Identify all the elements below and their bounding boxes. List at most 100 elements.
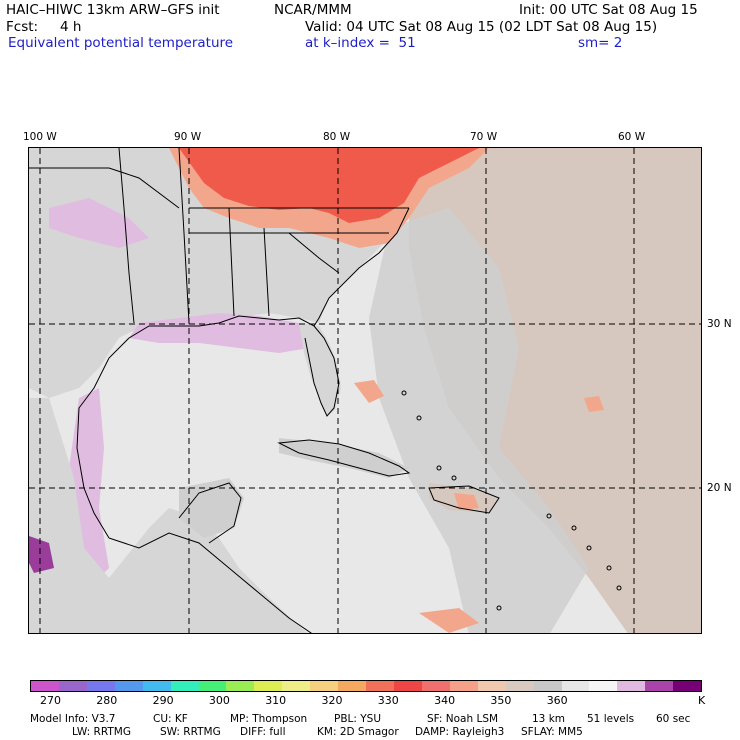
timestep-info: 60 sec — [656, 713, 691, 725]
lat-label-20n: 20 N — [707, 482, 732, 494]
colorbar-tick-label: 330 — [377, 694, 399, 707]
hispaniola-salmon — [454, 493, 479, 510]
lon-label-100w: 100 W — [23, 131, 57, 143]
sf-info: SF: Noah LSM — [427, 713, 499, 725]
colorbar-tick-label: 300 — [208, 694, 230, 707]
colorbar-segment — [449, 681, 478, 691]
state-border-8 — [288, 232, 340, 274]
colorbar-segment — [338, 681, 367, 691]
colorbar-tick-label: 350 — [490, 694, 512, 707]
diff-info: DIFF: full — [240, 726, 286, 738]
atlantic-salmon-patch-3 — [419, 608, 479, 633]
lat-label-30n: 30 N — [707, 318, 732, 330]
pbl-info: PBL: YSU — [334, 713, 382, 725]
mexico-purple-spot — [29, 536, 54, 573]
map-panel — [28, 147, 702, 634]
levels-info: 51 levels — [587, 713, 635, 725]
state-border-3 — [178, 148, 190, 324]
colorbar-tick-label: 280 — [96, 694, 118, 707]
florida-land — [299, 323, 341, 416]
island-outline — [451, 475, 457, 481]
colorbar-segment — [254, 681, 283, 691]
fcst-label: Fcst: — [6, 19, 39, 35]
colorbar-segment — [282, 681, 311, 691]
colorbar — [30, 680, 702, 692]
colorbar-segment — [226, 681, 255, 691]
km-info: KM: 2D Smagor — [317, 726, 399, 738]
atlantic-salmon-patch-1 — [354, 380, 384, 403]
island-outline — [436, 465, 442, 471]
island-outline — [401, 390, 407, 396]
lon-label-60w: 60 W — [618, 131, 646, 143]
gulf-coast-lavender — [129, 313, 319, 353]
cuba-patch — [279, 438, 409, 478]
gulf-coastline — [76, 207, 410, 539]
org-label: NCAR/MMM — [274, 2, 352, 18]
state-border-5 — [263, 227, 270, 317]
island-outline — [606, 565, 612, 571]
yucatan-land — [179, 478, 244, 538]
colorbar-tick-label: 320 — [321, 694, 343, 707]
model-info: Model Info: V3.7 — [30, 713, 116, 725]
field-name: Equivalent potential temperature — [8, 35, 234, 51]
init-time: Init: 00 UTC Sat 08 Aug 15 — [519, 2, 698, 18]
graticule — [29, 148, 701, 633]
state-border-1 — [29, 167, 180, 209]
state-border-4 — [228, 207, 235, 317]
colorbar-segment — [645, 681, 674, 691]
island-outline — [496, 605, 502, 611]
colorbar-segment — [505, 681, 534, 691]
colorbar-segment — [170, 681, 199, 691]
state-border-2 — [118, 148, 135, 324]
resolution-info: 13 km — [532, 713, 566, 725]
colorbar-segment — [114, 681, 143, 691]
island-outlines — [401, 390, 622, 611]
colorbar-unit: K — [698, 694, 706, 707]
sw-info: SW: RRTMG — [160, 726, 221, 738]
lon-label-90w: 90 W — [174, 131, 202, 143]
colorbar-segment — [589, 681, 618, 691]
island-outline — [616, 585, 622, 591]
florida-coastline — [304, 325, 340, 417]
coastlines — [29, 148, 500, 633]
atlantic-gray-band — [369, 208, 589, 633]
island-outline — [416, 415, 422, 421]
island-outline — [546, 513, 552, 519]
colorbar-segment — [198, 681, 227, 691]
colorbar-segment — [393, 681, 422, 691]
island-outline — [586, 545, 592, 551]
colorbar-segment — [477, 681, 506, 691]
colorbar-segment — [533, 681, 562, 691]
cu-info: CU: KF — [153, 713, 188, 725]
colorbar-segment — [310, 681, 339, 691]
colorbar-tick-label: 340 — [434, 694, 456, 707]
central-america-coastline — [108, 532, 312, 633]
colorbar-segment — [421, 681, 450, 691]
colorbar-segment — [561, 681, 590, 691]
northeast-hot-region — [179, 148, 479, 223]
colorbar-tick-label: 270 — [40, 694, 61, 707]
mexico-land — [29, 398, 307, 633]
colorbar-segment — [58, 681, 87, 691]
fcst-value: 4 h — [60, 19, 82, 35]
valid-time: Valid: 04 UTC Sat 08 Aug 15 (02 LDT Sat … — [305, 19, 658, 35]
lon-label-80w: 80 W — [323, 131, 351, 143]
theta-e-field-map — [29, 148, 701, 633]
cuba-coastline — [277, 439, 411, 477]
lw-info: LW: RRTMG — [72, 726, 131, 738]
colorbar-segment — [86, 681, 115, 691]
colorbar-segment — [142, 681, 171, 691]
model-title: HAIC–HIWC 13km ARW–GFS init — [6, 2, 220, 18]
colorbar-segment — [673, 681, 702, 691]
sflay-info: SFLAY: MM5 — [521, 726, 583, 738]
colorbar-segment — [617, 681, 646, 691]
damp-info: DAMP: Rayleigh3 — [415, 726, 505, 738]
smoothing-label: sm= 2 — [578, 35, 623, 51]
hispaniola-coastline — [428, 485, 500, 514]
lon-label-70w: 70 W — [470, 131, 498, 143]
colorbar-tick-label: 290 — [152, 694, 174, 707]
colorbar-segment — [366, 681, 394, 691]
island-outline — [571, 525, 577, 531]
atlantic-salmon-patch-2 — [584, 396, 604, 412]
texas-lavender — [49, 198, 149, 248]
